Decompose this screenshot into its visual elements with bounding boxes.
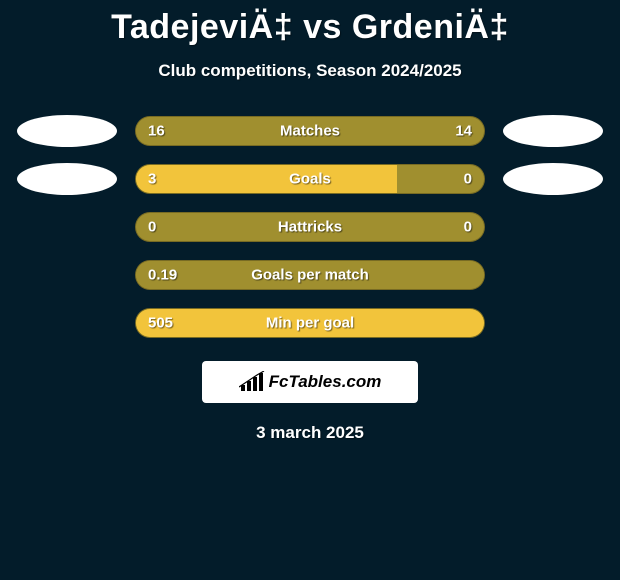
stat-bar: 505 Min per goal: [135, 308, 485, 338]
comparison-card: TadejeviÄ‡ vs GrdeniÄ‡ Club competitions…: [0, 0, 620, 580]
spacer: [503, 307, 603, 339]
stat-row: 0.19 Goals per match: [0, 259, 620, 291]
stat-value-left: 16: [148, 123, 165, 140]
stat-value-left: 0.19: [148, 267, 177, 284]
stat-row: 3 Goals 0: [0, 163, 620, 195]
spacer: [503, 211, 603, 243]
stats-list: 16 Matches 14 3 Goals 0 0 Hattricks 0 0.19 Goals p…: [0, 115, 620, 339]
stat-bar: 0 Hattricks 0: [135, 212, 485, 242]
stat-value-right: 14: [455, 123, 472, 140]
spacer: [503, 259, 603, 291]
stat-value-left: 0: [148, 219, 156, 236]
stat-row: 505 Min per goal: [0, 307, 620, 339]
spacer: [17, 307, 117, 339]
stat-category: Goals: [289, 171, 331, 188]
brand-logo: FcTables.com: [202, 361, 418, 403]
bar-chart-icon: [239, 371, 265, 393]
stat-bar: 3 Goals 0: [135, 164, 485, 194]
left-team-marker: [17, 163, 117, 195]
page-title: TadejeviÄ‡ vs GrdeniÄ‡: [0, 0, 620, 47]
stat-bar-fill: [136, 165, 397, 193]
stat-bar: 16 Matches 14: [135, 116, 485, 146]
stat-value-right: 0: [464, 171, 472, 188]
left-team-marker: [17, 115, 117, 147]
stat-category: Min per goal: [266, 315, 354, 332]
subtitle: Club competitions, Season 2024/2025: [0, 61, 620, 81]
brand-text: FcTables.com: [269, 372, 382, 392]
stat-bar: 0.19 Goals per match: [135, 260, 485, 290]
spacer: [17, 211, 117, 243]
stat-value-left: 3: [148, 171, 156, 188]
stat-category: Matches: [280, 123, 340, 140]
stat-category: Hattricks: [278, 219, 342, 236]
right-team-marker: [503, 163, 603, 195]
date-label: 3 march 2025: [0, 423, 620, 443]
right-team-marker: [503, 115, 603, 147]
spacer: [17, 259, 117, 291]
stat-value-right: 0: [464, 219, 472, 236]
stat-value-left: 505: [148, 315, 173, 332]
stat-category: Goals per match: [251, 267, 369, 284]
stat-row: 16 Matches 14: [0, 115, 620, 147]
stat-row: 0 Hattricks 0: [0, 211, 620, 243]
